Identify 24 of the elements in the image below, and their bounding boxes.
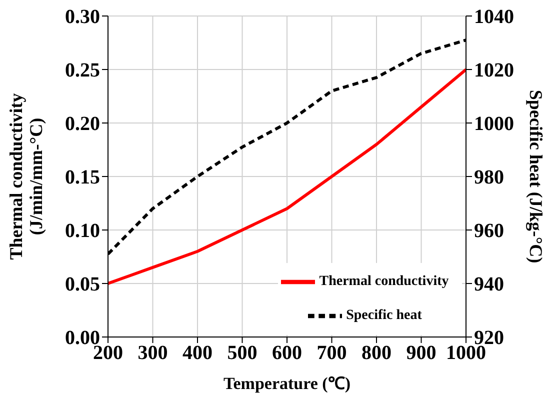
- y2-tick-label: 1000: [474, 113, 514, 136]
- x-tick-label: 700: [316, 342, 347, 364]
- y2-axis-title: Specific heat (J/kg-°C): [526, 90, 546, 264]
- x-tick-label: 800: [362, 342, 392, 364]
- y-tick-label: 0.15: [65, 166, 100, 189]
- y2-tick-label: 960: [474, 220, 504, 242]
- y2-tick-label: 1040: [474, 6, 514, 28]
- y-tick-label: 0.05: [65, 274, 100, 296]
- y-tick-label: 0.10: [65, 220, 100, 242]
- y2-tick-label: 940: [474, 274, 504, 296]
- y-axis-title: Thermal conductivity (J/min/mm-°C): [6, 93, 46, 260]
- x-axis-title: Temperature (℃): [223, 374, 351, 393]
- y-tick-label: 0.20: [65, 113, 100, 136]
- x-tick-label: 300: [138, 342, 168, 364]
- y2-tick-label: 1020: [474, 60, 514, 82]
- x-tick-label: 400: [182, 342, 212, 364]
- y-tick-label: 0.30: [65, 6, 100, 28]
- x-tick-label: 500: [227, 342, 258, 364]
- x-tick-label: 600: [272, 342, 302, 364]
- y2-tick-label: 980: [474, 166, 504, 189]
- legend-label: Specific heat: [346, 308, 422, 324]
- legend-label: Thermal conductivity: [319, 274, 449, 290]
- x-tick-label: 900: [406, 342, 436, 364]
- y-tick-label: 0.25: [65, 60, 100, 82]
